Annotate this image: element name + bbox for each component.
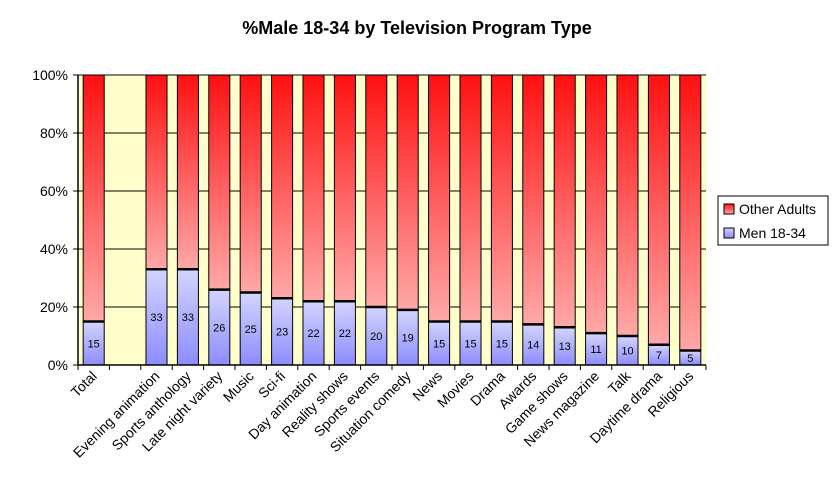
bar-other-adults-reality-shows [333, 74, 356, 302]
legend-swatch-other-adults [723, 203, 735, 215]
y-tick-labels: 0% 20% 40% 60% 80% 100% [32, 67, 68, 373]
data-label-day-animation: 22 [307, 328, 319, 340]
data-label-news: 15 [433, 338, 445, 350]
bar-other-adults-awards [522, 74, 545, 325]
bar-other-adults-news-magazine [585, 74, 608, 334]
data-label-movies: 15 [464, 338, 476, 350]
y-tick-label: 100% [32, 67, 68, 83]
data-label-game-shows: 13 [559, 341, 571, 353]
bar-other-adults-news [428, 74, 451, 322]
data-label-reality-shows: 22 [339, 328, 351, 340]
bar-other-adults-sports-events [365, 74, 388, 308]
data-label-religious: 5 [687, 353, 693, 365]
data-label-situation-comedy: 19 [402, 332, 414, 344]
x-label-total: Total [68, 368, 100, 400]
data-label-drama: 15 [496, 338, 508, 350]
bar-other-adults-sports-anthology [176, 74, 199, 270]
bar-other-adults-game-shows [553, 74, 576, 328]
bar-other-adults-situation-comedy [396, 74, 419, 311]
legend-swatch-men-18-34 [723, 227, 735, 239]
y-tick-label: 0% [48, 357, 68, 373]
x-label-music: Music [220, 368, 257, 405]
data-label-sports-events: 20 [370, 331, 382, 343]
data-label-total: 15 [88, 338, 100, 350]
bar-other-adults-total [82, 74, 105, 322]
bar-other-adults-daytime-drama [647, 74, 670, 346]
data-label-sci-fi: 23 [276, 327, 288, 339]
plot-area [78, 75, 706, 365]
data-labels: 15 33 33 26 25 23 22 22 20 19 15 15 15 14 13 11 10 7 5 [88, 312, 694, 365]
data-label-awards: 14 [527, 340, 539, 352]
y-tick-label: 60% [40, 183, 68, 199]
bar-other-adults-day-animation [302, 74, 325, 302]
data-label-music: 25 [245, 324, 257, 336]
legend-label-other-adults: Other Adults [739, 201, 816, 217]
data-label-news-magazine: 11 [590, 344, 601, 356]
y-tick-label: 80% [40, 125, 68, 141]
bar-other-adults-late-night-variety [208, 74, 231, 291]
bars [82, 74, 702, 366]
y-tick-label: 20% [40, 299, 68, 315]
chart-title: %Male 18-34 by Television Program Type [242, 18, 591, 38]
legend-box [717, 195, 829, 246]
legend-label-men-18-34: Men 18-34 [739, 225, 806, 241]
bar-other-adults-drama [490, 74, 513, 322]
data-label-daytime-drama: 7 [656, 350, 662, 362]
bar-other-adults-movies [459, 74, 482, 322]
x-label-movies: Movies [434, 368, 477, 411]
bar-other-adults-religious [679, 74, 702, 351]
bar-other-adults-sci-fi [271, 74, 294, 299]
data-label-talk: 10 [621, 346, 633, 358]
data-label-evening-animation: 33 [150, 312, 162, 324]
data-label-sports-anthology: 33 [182, 312, 194, 324]
legend: Other Adults Men 18-34 [717, 195, 829, 246]
bar-other-adults-evening-animation [145, 74, 168, 270]
y-tick-label: 40% [40, 241, 68, 257]
bar-other-adults-music [239, 74, 262, 293]
data-label-late-night-variety: 26 [213, 322, 225, 334]
bar-other-adults-talk [616, 74, 639, 337]
axes [73, 74, 707, 370]
